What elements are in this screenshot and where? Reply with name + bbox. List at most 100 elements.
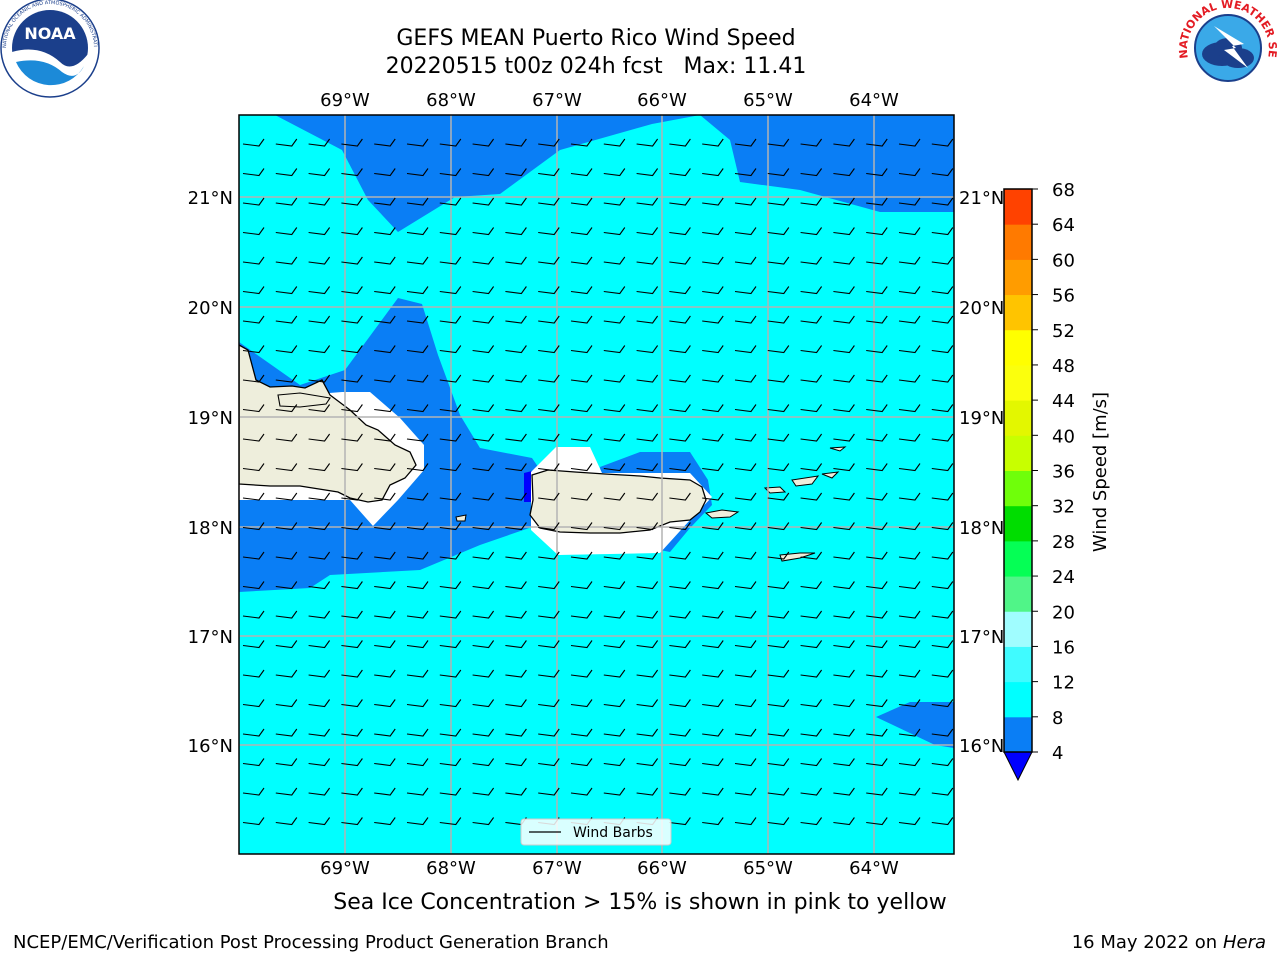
wind-barb xyxy=(866,551,888,560)
wind-barb xyxy=(374,758,396,767)
wind-barb xyxy=(866,227,888,236)
footer-date-text: 16 May 2022 on xyxy=(1071,932,1218,953)
wind-barb xyxy=(702,197,724,206)
wind-barb xyxy=(406,227,429,236)
colorbar-segment xyxy=(1004,435,1032,471)
wind-barb xyxy=(833,758,855,767)
wind-barb xyxy=(702,433,724,442)
map-legend: Wind Barbs xyxy=(520,818,672,846)
wind-barb xyxy=(833,168,855,177)
wind-barb xyxy=(538,699,560,708)
map-title: GEFS MEAN Puerto Rico Wind Speed xyxy=(396,26,796,51)
wind-barb xyxy=(439,374,462,383)
wind-barb xyxy=(800,463,823,472)
wind-barb xyxy=(866,699,888,708)
wind-barb xyxy=(898,817,921,826)
wind-barb xyxy=(275,433,298,442)
wind-barb xyxy=(603,728,626,737)
wind-barb xyxy=(570,138,593,147)
wind-barb xyxy=(374,138,396,147)
wind-barb xyxy=(570,522,593,531)
wind-barb xyxy=(931,610,954,619)
wind-barb xyxy=(866,640,888,649)
wind-barb xyxy=(636,787,659,796)
wind-barb xyxy=(866,522,888,531)
anegada-island xyxy=(829,446,847,452)
colorbar-segment xyxy=(1004,259,1032,296)
wind-barb xyxy=(767,581,790,590)
wind-barb xyxy=(767,315,790,324)
wind-barb xyxy=(767,374,790,383)
wind-barb xyxy=(341,433,363,442)
wind-barb xyxy=(702,286,724,295)
wind-barb xyxy=(898,345,921,354)
lon-label: 69°W xyxy=(320,90,370,111)
wind-barb xyxy=(603,197,626,206)
wind-barb xyxy=(538,758,560,767)
wind-barb xyxy=(603,345,626,354)
wind-barb xyxy=(308,640,331,649)
wind-barb xyxy=(374,699,396,708)
wind-barb xyxy=(505,728,527,737)
wind-barb xyxy=(866,345,888,354)
wind-barb xyxy=(669,817,691,826)
wind-barb xyxy=(800,345,823,354)
wind-barb xyxy=(505,669,527,678)
wind-barb xyxy=(439,758,462,767)
wind-barb xyxy=(931,463,954,472)
colorbar-tick-label: 56 xyxy=(1052,286,1075,307)
wind-barb xyxy=(702,669,724,678)
wind-barb xyxy=(439,610,462,619)
wind-barb xyxy=(275,817,298,826)
wind-barb xyxy=(931,433,954,442)
wind-barb xyxy=(341,581,363,590)
wind-barb xyxy=(800,758,823,767)
wind-barb xyxy=(767,345,790,354)
sea-ice-note: Sea Ice Concentration > 15% is shown in … xyxy=(333,890,947,915)
wind-barb xyxy=(931,138,954,147)
wind-barb xyxy=(767,699,790,708)
wind-barb xyxy=(636,610,659,619)
wind-barb xyxy=(242,728,265,737)
wind-barb xyxy=(570,227,593,236)
wind-barb xyxy=(406,610,429,619)
wind-barb xyxy=(505,168,527,177)
wind-barb xyxy=(406,197,429,206)
wind-barb xyxy=(570,581,593,590)
wind-barb xyxy=(472,522,495,531)
wind-barb xyxy=(800,168,823,177)
wind-barb xyxy=(472,728,495,737)
wind-barb xyxy=(866,610,888,619)
wind-barb xyxy=(603,640,626,649)
wind-barb xyxy=(734,758,757,767)
wind-barb xyxy=(505,227,527,236)
wind-barb xyxy=(636,699,659,708)
wind-barb xyxy=(505,315,527,324)
wind-barb xyxy=(702,227,724,236)
lon-label: 67°W xyxy=(532,858,582,879)
wind-barb xyxy=(702,463,724,472)
colorbar-segment xyxy=(1004,364,1032,401)
wind-barb xyxy=(800,433,823,442)
wind-barb xyxy=(931,640,954,649)
wind-barb xyxy=(603,227,626,236)
footer-host: Hera xyxy=(1222,932,1266,953)
wind-barb xyxy=(341,138,363,147)
wind-barb xyxy=(275,551,298,560)
wind-barb xyxy=(570,463,593,472)
wind-barb xyxy=(734,168,757,177)
wind-barb xyxy=(767,227,790,236)
wind-barb xyxy=(734,197,757,206)
wind-barb xyxy=(538,197,560,206)
wind-barb xyxy=(374,433,396,442)
wind-barb xyxy=(505,433,527,442)
wind-barb xyxy=(866,256,888,265)
wind-barb xyxy=(636,522,659,531)
colorbar-segment xyxy=(1004,189,1032,225)
colorbar-tick-label: 4 xyxy=(1052,743,1063,764)
wind-barb xyxy=(439,286,462,295)
wind-barb xyxy=(308,492,331,501)
lat-label: 17°N xyxy=(188,627,233,648)
wind-barb xyxy=(505,138,527,147)
wind-barb xyxy=(275,315,298,324)
